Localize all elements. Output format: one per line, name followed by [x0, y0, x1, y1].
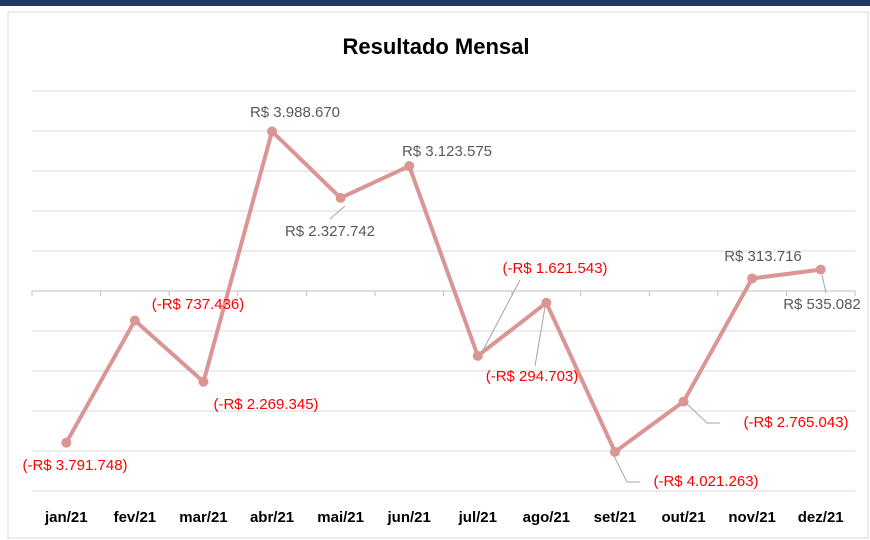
- leader-line: [480, 279, 521, 355]
- x-tick-label: fev/21: [114, 509, 157, 526]
- point: [198, 376, 209, 387]
- point: [541, 297, 552, 308]
- data-label: R$ 535.082: [783, 296, 861, 313]
- x-tick-label: out/21: [661, 509, 705, 526]
- point: [267, 126, 278, 137]
- data-label: R$ 313.716: [724, 248, 802, 265]
- leader-line: [534, 306, 546, 367]
- x-tick-label: mai/21: [317, 509, 364, 526]
- leader-line: [329, 205, 346, 220]
- line-series: [64, 129, 821, 454]
- point: [815, 264, 826, 275]
- top-bar: [0, 0, 870, 6]
- chart-title: Resultado Mensal: [342, 34, 529, 59]
- leader-line: [821, 274, 827, 294]
- point: [747, 273, 758, 284]
- leader-line: [685, 402, 720, 424]
- point: [129, 315, 140, 326]
- x-tick-label: nov/21: [728, 509, 776, 526]
- data-label: (-R$ 294.703): [486, 368, 579, 385]
- x-tick-label: set/21: [594, 509, 637, 526]
- point: [335, 192, 346, 203]
- data-label: (-R$ 3.791.748): [22, 457, 127, 474]
- data-label: (-R$ 1.621.543): [502, 260, 607, 277]
- x-tick-label: jun/21: [387, 509, 431, 526]
- data-label: R$ 3.988.670: [250, 104, 340, 121]
- data-label: (-R$ 4.021.263): [653, 473, 758, 490]
- x-tick-label: jan/21: [44, 509, 88, 526]
- point: [404, 161, 415, 172]
- point: [678, 396, 689, 407]
- leader-line: [613, 455, 640, 483]
- x-tick-label: dez/21: [798, 509, 844, 526]
- data-label: (-R$ 2.269.345): [213, 396, 318, 413]
- x-tick-label: mar/21: [179, 509, 227, 526]
- point: [472, 350, 483, 361]
- data-label: (-R$ 2.765.043): [743, 414, 848, 431]
- point: [61, 437, 72, 448]
- data-label: (-R$ 737.436): [152, 296, 245, 313]
- x-tick-label: jul/21: [458, 509, 497, 526]
- data-label: R$ 2.327.742: [285, 223, 375, 240]
- data-label: R$ 3.123.575: [402, 143, 492, 160]
- point: [609, 446, 620, 457]
- chart-border: [7, 11, 869, 539]
- x-tick-label: ago/21: [523, 509, 571, 526]
- x-tick-label: abr/21: [250, 509, 294, 526]
